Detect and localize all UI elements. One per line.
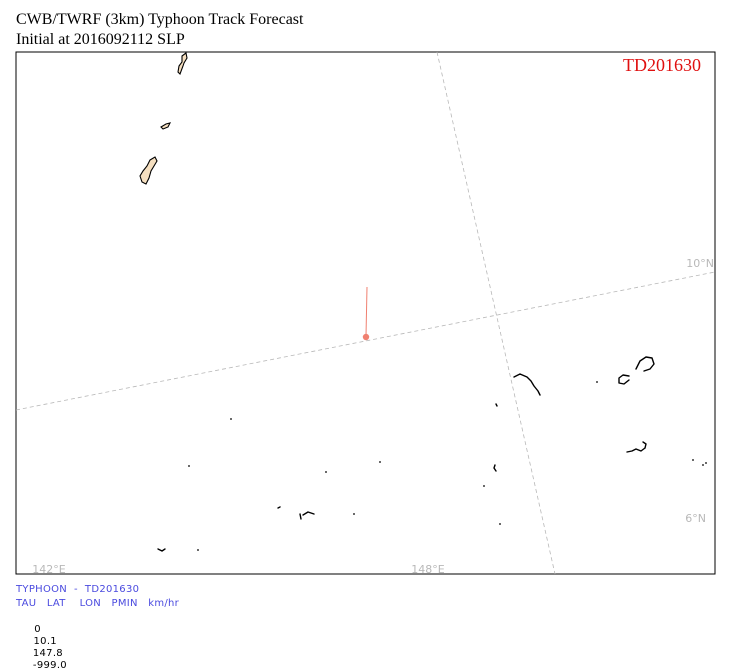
island-group-c2 [642, 441, 647, 449]
lon-label-148e: 148°E [411, 563, 444, 576]
islet-dot [353, 513, 355, 515]
forecast-track [362, 286, 370, 341]
track-line [365, 286, 368, 337]
lat-value: 10.1 [33, 636, 57, 647]
islet-dot [705, 462, 707, 464]
island-group-c [626, 447, 646, 453]
tiny-islets [188, 381, 707, 551]
islet-1 [495, 403, 498, 407]
islet-dot [499, 523, 501, 525]
lat-label-10n: 10°N [686, 257, 714, 270]
footer-typhoon-name: TYPHOON - TD201630 [16, 584, 140, 595]
island-ring-a [618, 374, 630, 385]
track-map: TD201630 10°N 6°N 142°E 148°E [15, 51, 716, 576]
pmin-value: -999.0 [32, 660, 67, 671]
islet-dot [692, 459, 694, 461]
islet-dot [197, 549, 199, 551]
island-chain-east [513, 373, 541, 396]
land-masses [139, 52, 188, 185]
initial-time-label: Initial at 2016092112 SLP [16, 31, 185, 48]
track-point-tau-0 [362, 333, 370, 341]
islet-dot [379, 461, 381, 463]
graticule [15, 51, 716, 575]
islet-dot [483, 485, 485, 487]
longitude-line-148e [436, 51, 556, 575]
footer-table-header: TAU LAT LON PMIN km/hr [16, 598, 180, 609]
tau-value: 0 [34, 624, 41, 635]
small-islands [157, 356, 655, 552]
storm-id-label: TD201630 [623, 55, 701, 75]
islet-dot [230, 418, 232, 420]
islet-dot [325, 471, 327, 473]
islet-4 [277, 506, 281, 509]
forecast-title: CWB/TWRF (3km) Typhoon Track Forecast [16, 11, 304, 28]
lat-label-6n: 6°N [685, 512, 706, 525]
islet-2 [493, 464, 497, 472]
lon-label-142e: 142°E [32, 563, 65, 576]
island-ring-b [635, 356, 655, 372]
islet-3 [299, 511, 315, 520]
footer-table-row: 0 10.1 147.8 -999.0 [16, 612, 67, 672]
islet-dot [188, 465, 190, 467]
islet-5 [157, 548, 166, 552]
island-guam [139, 156, 158, 185]
island-saipan [177, 52, 188, 75]
island-rota [160, 122, 172, 130]
lon-value: 147.8 [32, 648, 63, 659]
map-frame [15, 51, 716, 575]
islet-dot [702, 464, 704, 466]
islet-dot [596, 381, 598, 383]
